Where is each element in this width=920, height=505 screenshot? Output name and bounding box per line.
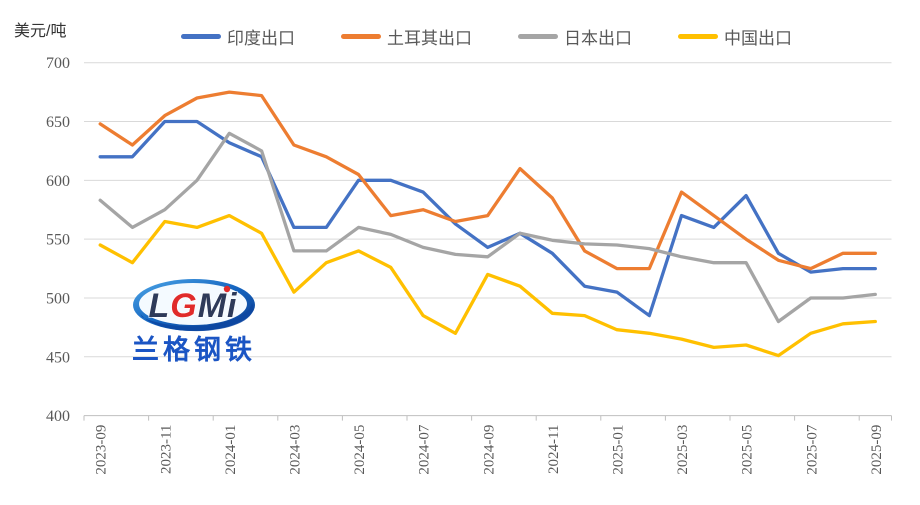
x-tick-label-2024-01: 2024-01 [223,425,239,475]
legend-label-china: 中国出口 [724,29,792,48]
x-tick-label-2023-11: 2023-11 [158,425,174,474]
series-line-japan [98,131,877,324]
x-tick-label-2024-09: 2024-09 [481,425,497,475]
y-tick-label-450: 450 [46,349,70,366]
x-tick-label-2023-09: 2023-09 [94,425,110,475]
x-tick-label-2025-03: 2025-03 [675,425,691,475]
legend-item-turkey: 土耳其出口 [341,24,472,49]
legend-marker-turkey [341,34,381,39]
legend-marker-india [181,34,221,39]
series-line-india [98,119,877,318]
legend-item-china: 中国出口 [678,24,792,49]
x-tick-label-2025-01: 2025-01 [610,425,626,475]
lgmi-logo-oval [133,279,255,332]
series-line-turkey [98,90,877,271]
x-tick-label-2024-05: 2024-05 [352,425,368,475]
legend-label-turkey: 土耳其出口 [387,29,472,48]
lgmi-logo-text: LGMi [148,287,238,325]
legend-item-india: 印度出口 [181,24,295,49]
x-tick-label-2024-11: 2024-11 [546,425,562,474]
legend-marker-japan [518,34,558,39]
x-tick-label-2025-05: 2025-05 [740,425,756,475]
y-tick-label-550: 550 [46,232,70,249]
legend-label-india: 印度出口 [227,29,295,48]
x-tick-label-2025-09: 2025-09 [869,425,885,475]
legend-item-japan: 日本出口 [518,24,632,49]
y-axis-unit-label: 美元/吨 [14,23,67,40]
legend: 印度出口 土耳其出口 日本出口 中国出口 [181,24,792,49]
x-tick-label-2024-03: 2024-03 [287,425,303,475]
legend-label-japan: 日本出口 [564,29,632,48]
x-tick-label-2025-07: 2025-07 [804,424,820,474]
y-tick-label-600: 600 [46,173,70,190]
y-tick-label-500: 500 [46,290,70,307]
y-tick-label-650: 650 [46,114,70,131]
lgmi-logo-name: 兰格钢铁 [132,335,256,365]
lgmi-logo-dot [223,285,231,293]
y-tick-label-400: 400 [46,408,70,425]
y-tick-label-700: 700 [46,55,70,72]
series-line-china [98,213,877,358]
x-tick-label-2024-07: 2024-07 [417,424,433,474]
legend-marker-china [678,34,718,39]
lgmi-logo: LGMi 兰格钢铁 [132,279,256,365]
